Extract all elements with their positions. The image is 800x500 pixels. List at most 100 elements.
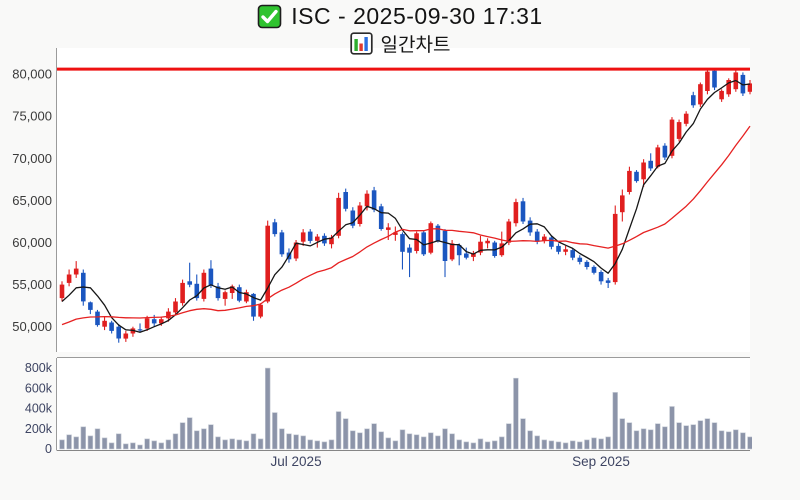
volume-bar: [208, 424, 214, 450]
candle-down: [712, 70, 717, 88]
volume-bar: [328, 439, 335, 450]
bar-chart-icon: [349, 31, 373, 55]
volume-bar: [598, 438, 604, 450]
volume-bar: [357, 432, 363, 450]
volume-bar: [520, 418, 526, 450]
candle-up: [166, 311, 171, 319]
candle-down: [691, 95, 696, 106]
svg-text:800k: 800k: [25, 361, 53, 375]
volume-bars: [59, 367, 752, 450]
page-subtitle: 일간차트: [349, 30, 450, 56]
volume-bar: [165, 439, 172, 450]
volume-bar: [172, 433, 179, 450]
volume-bar: [548, 440, 555, 450]
volume-bar: [435, 435, 441, 450]
candle-down: [584, 261, 590, 267]
candle-up: [705, 71, 710, 91]
volume-bar: [420, 436, 427, 450]
candle-down: [187, 281, 192, 285]
candle-down: [350, 210, 356, 226]
volume-bar: [491, 440, 498, 450]
candle-up: [222, 292, 228, 299]
volume-bar: [577, 441, 583, 450]
volume-bar: [612, 392, 618, 450]
volume-bar: [144, 438, 150, 450]
volume-bar: [527, 430, 533, 450]
candle-down: [215, 286, 221, 299]
chart-header: ISC - 2025-09-30 17:31 일간차트: [0, 2, 800, 56]
candle-up: [747, 83, 752, 92]
volume-bar: [279, 428, 285, 450]
volume-bar: [413, 434, 420, 450]
candle-down: [208, 268, 214, 286]
candle-down: [88, 302, 93, 310]
candle-down: [662, 145, 668, 158]
candle-down: [556, 245, 561, 252]
candle-up: [676, 122, 682, 139]
volume-bar: [321, 441, 328, 450]
candle-down: [400, 234, 405, 252]
candle-up: [478, 241, 483, 253]
volume-bar: [293, 434, 299, 450]
volume-bar: [740, 432, 746, 450]
volume-bar: [747, 436, 752, 450]
volume-bar: [449, 433, 455, 450]
volume-bar: [236, 439, 242, 450]
candle-up: [641, 162, 646, 180]
volume-bar: [541, 439, 548, 450]
volume-bar: [669, 406, 675, 450]
volume-bar: [605, 436, 611, 450]
date-axis-labels: Jul 2025 Sep 2025: [271, 454, 630, 469]
volume-bar: [272, 412, 278, 450]
candle-up: [293, 242, 299, 259]
candle-up: [229, 286, 235, 293]
candle-up: [513, 202, 519, 224]
volume-bar: [385, 437, 391, 450]
candle-up: [102, 320, 107, 327]
volume-bar: [179, 422, 186, 450]
ma-line-slow: [61, 125, 751, 326]
ma20-line: [61, 125, 751, 326]
volume-bar: [569, 440, 576, 450]
volume-bar: [364, 428, 370, 450]
volume-bar: [718, 430, 725, 450]
candle-up: [336, 197, 341, 236]
candle-down: [194, 283, 200, 299]
candle-down: [116, 326, 121, 339]
svg-text:75,000: 75,000: [12, 109, 52, 124]
volume-bar: [711, 422, 718, 450]
volume-bar: [314, 440, 320, 450]
svg-text:65,000: 65,000: [12, 193, 52, 208]
candle-up: [265, 225, 270, 302]
candle-up: [315, 236, 320, 241]
volume-bar: [513, 377, 519, 450]
candle-up: [655, 147, 661, 167]
volume-bar: [137, 444, 143, 450]
candle-down: [421, 232, 426, 255]
candle-up: [683, 113, 689, 124]
candle-down: [151, 319, 157, 324]
volume-bar: [470, 442, 477, 450]
volume-bar: [399, 429, 406, 450]
candle-down: [577, 257, 583, 262]
candle-up: [159, 319, 164, 324]
candle-down: [570, 250, 575, 258]
volume-bar: [392, 440, 399, 450]
volume-bar: [371, 423, 377, 450]
volume-bar: [80, 426, 87, 450]
volume-bar: [116, 433, 122, 450]
candle-up: [449, 243, 455, 260]
volume-bar: [101, 437, 108, 450]
volume-bar: [194, 430, 200, 450]
svg-text:55,000: 55,000: [12, 277, 52, 292]
volume-bar: [406, 433, 413, 450]
volume-bar: [350, 430, 356, 450]
volume-bar: [66, 434, 72, 450]
volume-bar: [499, 436, 505, 450]
volume-bar: [94, 428, 101, 450]
svg-text:Sep 2025: Sep 2025: [572, 454, 630, 469]
volume-bar: [442, 428, 448, 450]
candle-up: [726, 80, 731, 95]
ma-line-fast: [61, 79, 751, 333]
candle-up: [542, 236, 547, 241]
